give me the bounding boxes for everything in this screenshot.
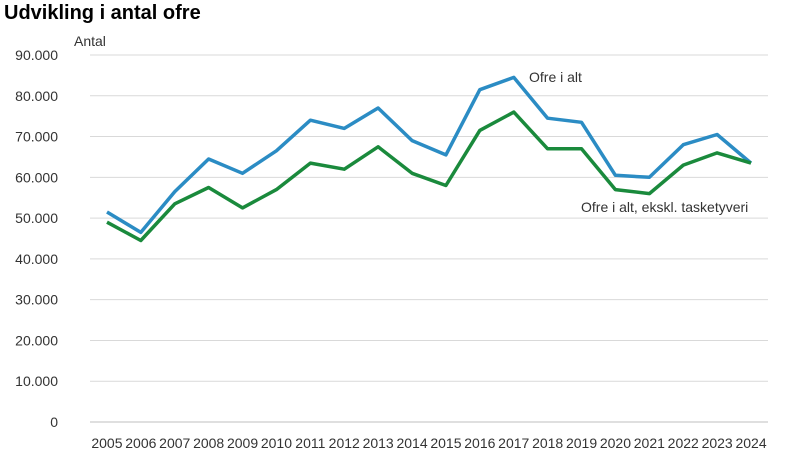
x-tick-label: 2018 — [532, 435, 563, 451]
series-lines — [106, 75, 753, 243]
y-axis-label: Antal — [74, 33, 106, 49]
x-tick-label: 2011 — [295, 435, 325, 451]
x-tick-label: 2024 — [735, 435, 766, 451]
y-tick-label: 10.000 — [15, 373, 58, 389]
x-tick-label: 2009 — [227, 435, 258, 451]
y-tick-label: 0 — [50, 414, 58, 430]
y-tick-label: 40.000 — [15, 251, 58, 267]
x-tick-label: 2008 — [193, 435, 224, 451]
series-label-ofre-ekskl-tasketyveri: Ofre i alt, ekskl. tasketyveri — [581, 199, 748, 215]
series-line-0 — [106, 75, 753, 235]
x-tick-label: 2014 — [396, 435, 427, 451]
y-tick-label: 30.000 — [15, 292, 58, 308]
chart-title: Udvikling i antal ofre — [4, 2, 201, 24]
x-tick-label: 2021 — [634, 435, 665, 451]
y-tick-label: 80.000 — [15, 88, 58, 104]
y-tick-label: 50.000 — [15, 210, 58, 226]
x-tick-label: 2005 — [91, 435, 122, 451]
x-tick-label: 2019 — [566, 435, 597, 451]
gridlines — [90, 54, 768, 382]
y-tick-label: 90.000 — [15, 47, 58, 63]
x-tick-label: 2013 — [363, 435, 394, 451]
x-tick-label: 2007 — [159, 435, 190, 451]
x-axis-ticks: 2005 2006 2007 2008 2009 2010 2011 2012 2013 2014… — [91, 435, 766, 451]
x-tick-label: 2020 — [600, 435, 631, 451]
x-tick-label: 2023 — [702, 435, 733, 451]
y-tick-label: 60.000 — [15, 169, 58, 185]
y-tick-label: 70.000 — [15, 129, 58, 145]
x-tick-label: 2016 — [464, 435, 495, 451]
series-line-1 — [106, 110, 752, 243]
x-tick-label: 2015 — [430, 435, 461, 451]
y-tick-label: 20.000 — [15, 332, 58, 348]
y-axis-ticks: 0 10.000 20.000 30.000 40.000 50.000 60.000 70.… — [15, 47, 58, 430]
series-label-ofre-i-alt: Ofre i alt — [529, 69, 582, 85]
x-tick-label: 2017 — [498, 435, 529, 451]
x-tick-label: 2010 — [261, 435, 292, 451]
x-tick-label: 2012 — [329, 435, 360, 451]
x-tick-label: 2022 — [668, 435, 699, 451]
x-tick-label: 2006 — [125, 435, 156, 451]
